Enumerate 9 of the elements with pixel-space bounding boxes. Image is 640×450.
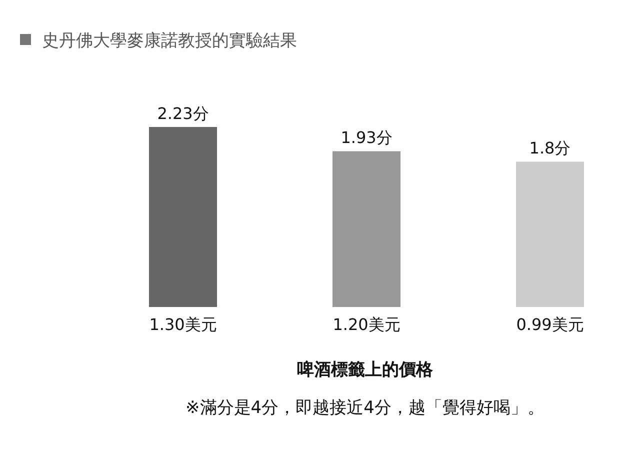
x-tick-label: 1.30美元 [149,315,217,334]
chart-title: 史丹佛大學麥康諾教授的實驗結果 [42,31,297,51]
data-label: 1.93分 [340,128,392,148]
data-label: 2.23分 [157,104,209,123]
x-tick-label: 0.99美元 [516,315,584,334]
text: ※滿分是4分，即越接近4分，越「覺得好喝」。 [186,398,544,418]
data-label: 1.8分 [529,138,571,158]
x-axis-title: 啤酒標籤上的價格 [297,360,434,380]
x-tick-label: 1.20美元 [332,315,400,334]
